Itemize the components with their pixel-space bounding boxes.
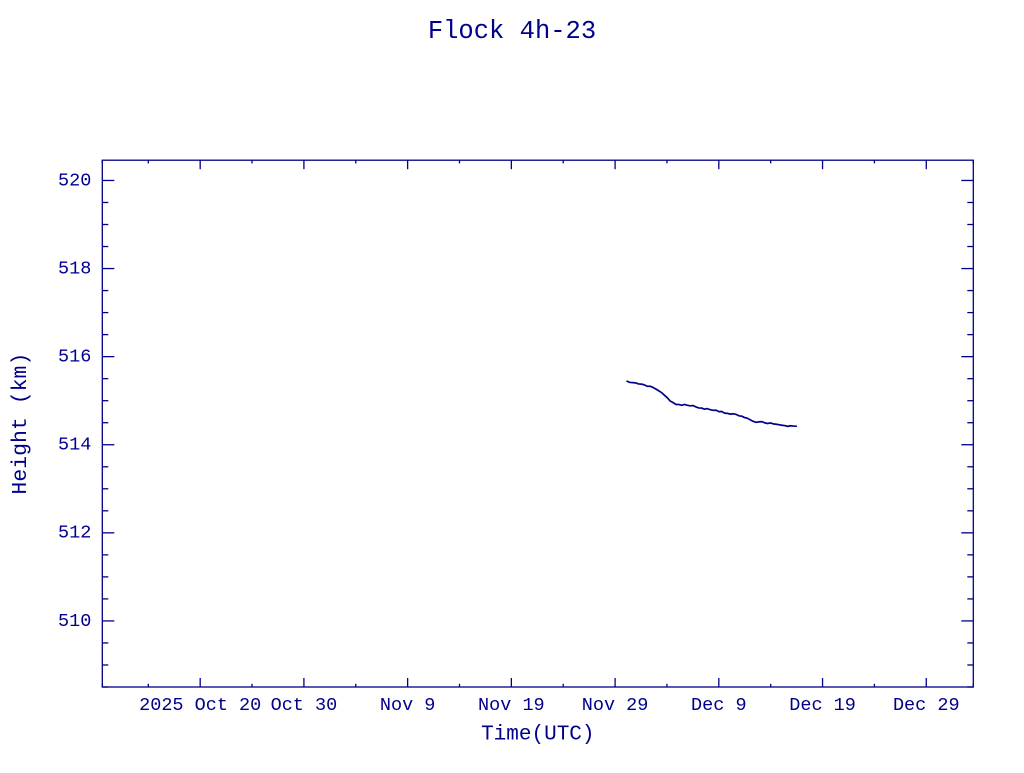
svg-text:518: 518 — [58, 258, 91, 279]
svg-text:Height (km): Height (km) — [9, 353, 33, 495]
svg-text:514: 514 — [58, 435, 91, 456]
svg-text:Nov 9: Nov 9 — [380, 695, 436, 716]
svg-text:Time(UTC): Time(UTC) — [481, 724, 594, 747]
svg-text:Dec 19: Dec 19 — [789, 695, 856, 716]
svg-text:512: 512 — [58, 523, 91, 544]
svg-text:510: 510 — [58, 611, 91, 632]
svg-text:520: 520 — [58, 170, 91, 191]
svg-text:2025 Oct 20: 2025 Oct 20 — [139, 695, 261, 716]
svg-text:Dec 9: Dec 9 — [691, 695, 747, 716]
svg-text:Dec 29: Dec 29 — [893, 695, 960, 716]
svg-text:Nov 29: Nov 29 — [582, 695, 649, 716]
svg-text:Nov 19: Nov 19 — [478, 695, 545, 716]
svg-text:516: 516 — [58, 347, 91, 368]
svg-text:Oct 30: Oct 30 — [271, 695, 338, 716]
svg-text:Flock 4h-23: Flock 4h-23 — [428, 17, 596, 46]
